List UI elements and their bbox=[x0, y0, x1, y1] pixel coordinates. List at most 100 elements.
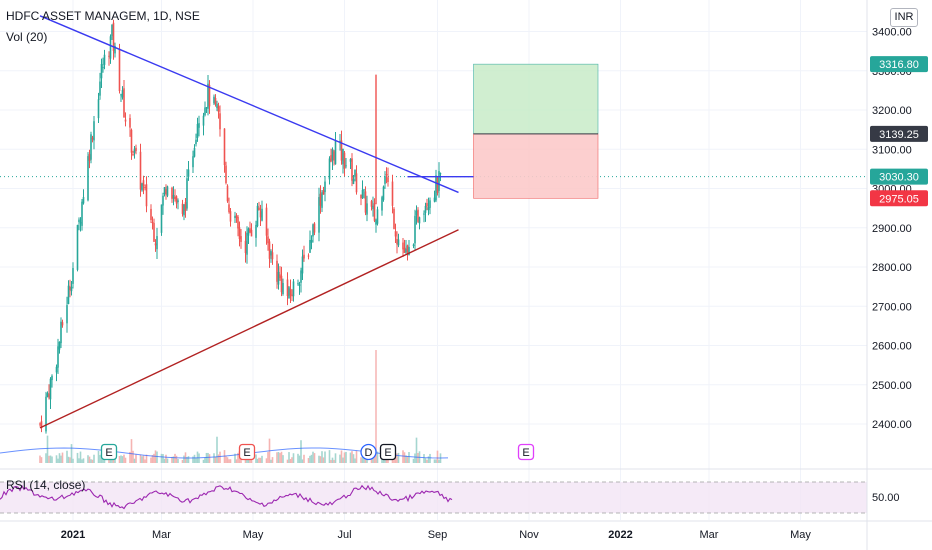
candle-body bbox=[402, 242, 404, 250]
volume-bar bbox=[280, 451, 283, 463]
volume-bar bbox=[271, 457, 274, 463]
volume-bar bbox=[424, 458, 427, 463]
volume-bar bbox=[172, 456, 175, 463]
volume-bar bbox=[414, 453, 416, 463]
candle-body bbox=[319, 193, 322, 206]
volume-bar bbox=[289, 459, 292, 463]
trendlines[interactable] bbox=[39, 15, 474, 429]
candle-body bbox=[349, 158, 352, 162]
volume-bar bbox=[361, 455, 364, 463]
volume-bar bbox=[72, 458, 74, 463]
event-marker[interactable]: E bbox=[379, 443, 397, 461]
candle-body bbox=[225, 165, 227, 184]
candle-body bbox=[382, 186, 385, 200]
candle-body bbox=[81, 201, 83, 226]
event-marker[interactable]: E bbox=[100, 443, 118, 461]
candle-body bbox=[129, 117, 131, 128]
candle-body bbox=[139, 151, 142, 190]
candle-body bbox=[438, 171, 440, 191]
volume-bar bbox=[225, 456, 227, 463]
event-marker[interactable]: E bbox=[517, 443, 535, 461]
event-marker[interactable]: D bbox=[360, 443, 377, 461]
event-marker[interactable]: E bbox=[238, 443, 256, 461]
volume-bar bbox=[408, 452, 410, 463]
candle-body bbox=[370, 201, 373, 207]
candle-body bbox=[228, 204, 230, 212]
volume-bar bbox=[226, 457, 229, 463]
candle-body bbox=[255, 224, 257, 238]
volume-bar bbox=[193, 454, 196, 463]
candle-body bbox=[249, 228, 251, 233]
volume-indicator-label[interactable]: Vol (20) bbox=[6, 30, 48, 44]
candle-body bbox=[376, 209, 379, 224]
candle-body bbox=[397, 239, 400, 246]
volume-bar bbox=[129, 451, 131, 463]
volume-bar bbox=[219, 451, 221, 463]
volume-bar bbox=[331, 457, 334, 463]
candle-body bbox=[352, 179, 355, 184]
candle-body bbox=[156, 236, 158, 250]
candle-body bbox=[177, 200, 179, 203]
y-tick-label: 3400.00 bbox=[872, 27, 912, 39]
candle-body bbox=[175, 196, 178, 204]
candle-body bbox=[384, 176, 386, 184]
volume-bar bbox=[144, 459, 146, 463]
candle-body bbox=[223, 128, 226, 166]
long-position-box[interactable] bbox=[473, 63, 599, 199]
volume-bar bbox=[207, 452, 209, 463]
candle-body bbox=[408, 247, 410, 256]
candle-body bbox=[414, 215, 416, 244]
currency-badge[interactable]: INR bbox=[890, 8, 918, 27]
candle-body bbox=[258, 207, 260, 211]
candle-body bbox=[366, 203, 368, 215]
candle-body bbox=[154, 243, 157, 246]
volume-bar bbox=[436, 450, 439, 463]
volume-bar bbox=[45, 453, 47, 463]
candle-body bbox=[45, 396, 47, 432]
volume-bar bbox=[277, 452, 280, 463]
rsi-pane bbox=[0, 481, 867, 514]
volume-bar bbox=[321, 451, 323, 463]
volume-bar bbox=[312, 451, 314, 463]
candle-body bbox=[171, 187, 173, 199]
candle-body bbox=[133, 148, 136, 153]
volume-bar bbox=[118, 455, 121, 463]
candle-body bbox=[160, 204, 163, 233]
volume-bar bbox=[433, 459, 436, 463]
volume-bar bbox=[196, 451, 199, 463]
candle-body bbox=[309, 239, 311, 253]
rsi-indicator-label[interactable]: RSI (14, close) bbox=[6, 478, 86, 492]
y-tick-label: 2500.00 bbox=[872, 380, 912, 392]
candle-body bbox=[93, 121, 95, 141]
volume-bar bbox=[175, 455, 178, 463]
candle-body bbox=[172, 194, 175, 199]
candle-body bbox=[229, 211, 232, 222]
volume-bar bbox=[79, 451, 82, 463]
volume-bar bbox=[412, 458, 415, 463]
volume-bar bbox=[330, 459, 332, 463]
volume-bar bbox=[97, 450, 100, 463]
candle-body bbox=[289, 288, 292, 296]
candle-body bbox=[235, 215, 238, 219]
candle-body bbox=[300, 270, 302, 283]
volume-bar bbox=[121, 456, 124, 463]
candle-body bbox=[439, 173, 442, 175]
candle-body bbox=[286, 279, 289, 296]
candle-body bbox=[355, 173, 358, 193]
candle-body bbox=[166, 186, 169, 196]
volume-bar bbox=[342, 457, 344, 463]
volume-bar bbox=[246, 459, 248, 463]
candle-body bbox=[268, 241, 271, 259]
volume-bar bbox=[133, 458, 136, 463]
volume-bar bbox=[313, 453, 316, 463]
volume-bar bbox=[217, 454, 220, 463]
candle-body bbox=[313, 223, 316, 233]
volume-bar bbox=[300, 440, 302, 463]
x-tick-label: Jul bbox=[337, 529, 351, 541]
volume-bar bbox=[49, 455, 52, 463]
volume-bar bbox=[286, 459, 289, 463]
candle-body bbox=[198, 123, 200, 128]
